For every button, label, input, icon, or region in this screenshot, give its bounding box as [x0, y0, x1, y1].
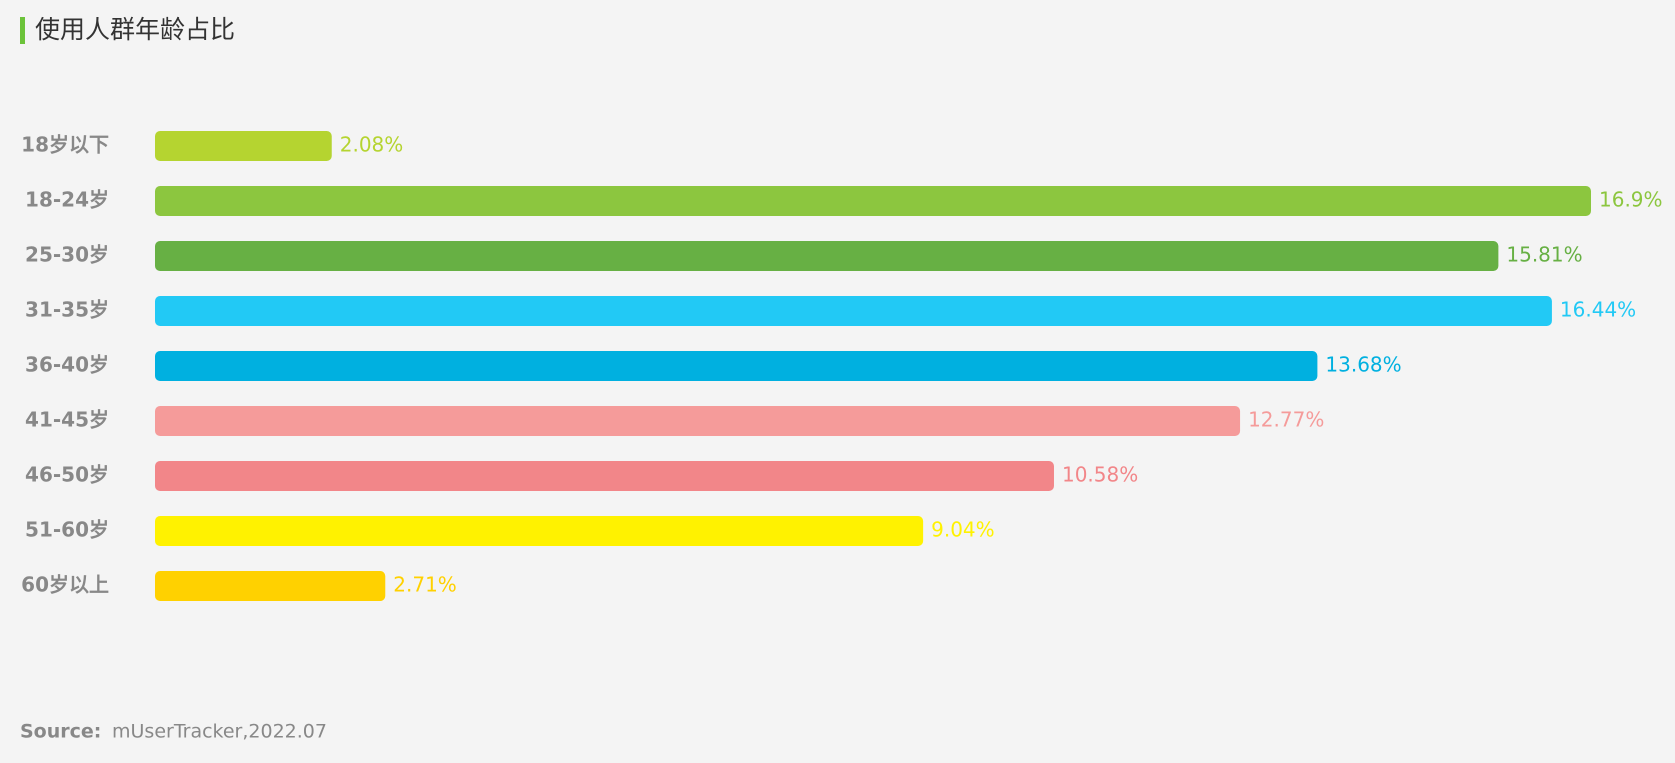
category-label: 18岁以下 [21, 133, 109, 157]
category-label: 51-60岁 [25, 518, 109, 542]
value-label: 2.71% [393, 573, 457, 597]
value-label: 9.04% [931, 518, 995, 542]
value-label: 13.68% [1325, 353, 1401, 377]
bar [155, 406, 1241, 436]
bar [155, 351, 1318, 381]
category-label: 25-30岁 [25, 243, 109, 267]
bar [155, 186, 1591, 216]
bar [155, 571, 386, 601]
category-label: 41-45岁 [25, 408, 109, 432]
source-label: Source: [20, 721, 101, 743]
value-label: 2.08% [340, 133, 404, 157]
value-label: 16.9% [1599, 188, 1663, 212]
category-label: 31-35岁 [25, 298, 109, 322]
category-label: 36-40岁 [25, 353, 109, 377]
value-label: 10.58% [1062, 463, 1138, 487]
bar [155, 461, 1054, 491]
source: mUserTracker,2022.07 [112, 721, 327, 743]
bar [155, 241, 1499, 271]
title-marker [20, 17, 25, 44]
bar [155, 516, 924, 546]
chart-title: 使用人群年龄占比 [35, 15, 235, 44]
value-label: 16.44% [1560, 298, 1636, 322]
value-label: 12.77% [1248, 408, 1324, 432]
category-label: 60岁以上 [21, 573, 109, 597]
category-label: 18-24岁 [25, 188, 109, 212]
category-label: 46-50岁 [25, 463, 109, 487]
bar [155, 296, 1552, 326]
value-label: 15.81% [1506, 243, 1582, 267]
bar [155, 131, 332, 161]
